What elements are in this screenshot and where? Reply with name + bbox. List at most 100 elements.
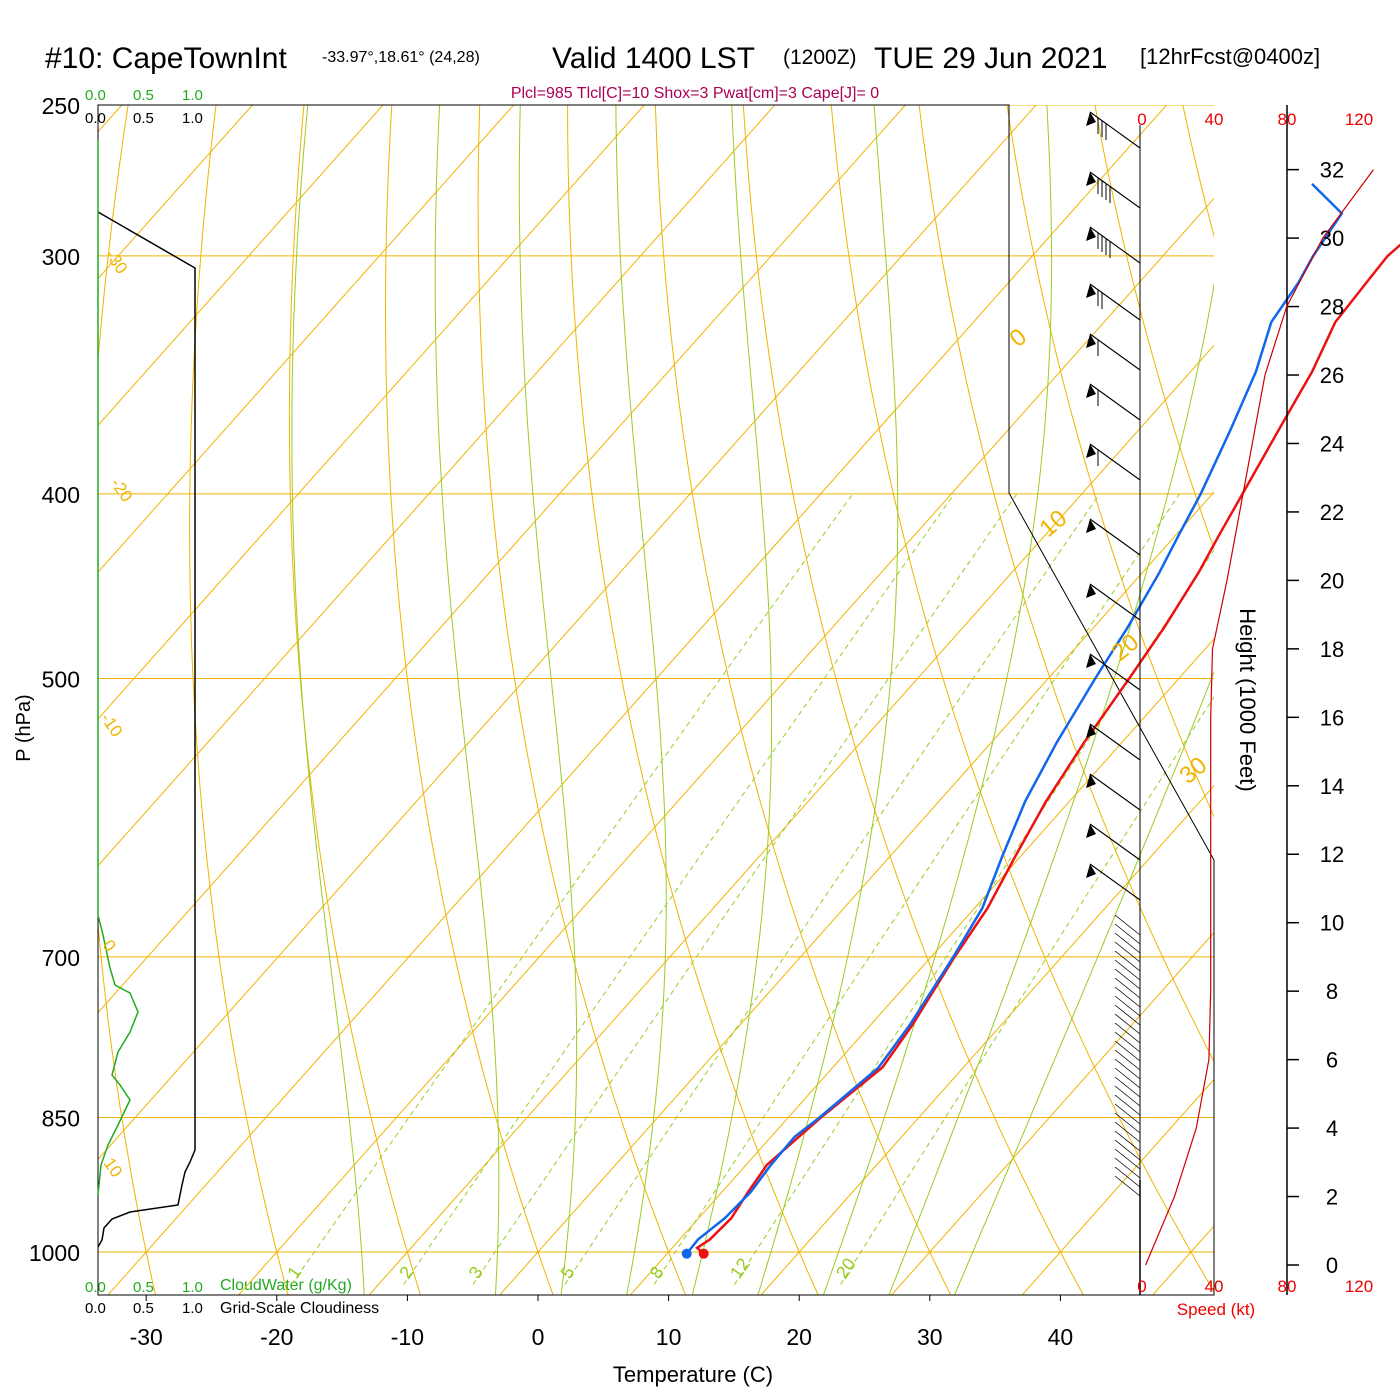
wind-barb-11 xyxy=(1086,773,1141,811)
wind-barb-low xyxy=(1114,1013,1141,1035)
cloud-scale-top-black-1: 0.5 xyxy=(133,110,154,127)
isotherm--40 xyxy=(98,105,1037,1161)
speed-axis-label: Speed (kt) xyxy=(1177,1300,1255,1319)
moist-adiabat--10 xyxy=(291,105,365,1295)
mixing-ratio-labels: 1 2 3 5 8 12 20 xyxy=(283,1254,860,1282)
isotherm-0 xyxy=(499,491,1214,1295)
isotherm-40 xyxy=(1021,1078,1214,1295)
isotherm--100 xyxy=(98,105,253,280)
wind-barb-13 xyxy=(1086,863,1141,901)
wind-barb-low xyxy=(1114,1139,1141,1161)
cloud-scale-top-green-2: 1.0 xyxy=(182,87,203,104)
speed-tick-top-40: 40 xyxy=(1205,110,1224,129)
isotherm--60 xyxy=(98,105,776,867)
wind-barb-low xyxy=(1114,1067,1141,1089)
moist-adiabat-20 xyxy=(757,105,899,1295)
moist-adiabat-15 xyxy=(691,105,773,1295)
dry-adiabat--30 xyxy=(98,105,156,1295)
dry-adiabat-30 xyxy=(654,105,952,1295)
height-tick-32: 32 xyxy=(1320,158,1344,183)
mixing-ratio-3 xyxy=(472,493,1018,1285)
wind-barb-low xyxy=(1114,950,1141,972)
wind-barb-low xyxy=(1114,914,1141,936)
p-tick-850: 850 xyxy=(42,1106,80,1132)
y-axis-label: P (hPa) xyxy=(13,694,35,761)
isotherm-50 xyxy=(1152,1225,1214,1295)
isotherm-10 xyxy=(629,638,1214,1295)
wind-barb-low xyxy=(1114,923,1141,945)
mixing-ratio-20 xyxy=(840,696,1214,1285)
dry-adiabat--10 xyxy=(288,105,422,1295)
mixing-ratio-1 xyxy=(291,493,854,1285)
x-tick--30: -30 xyxy=(130,1324,163,1350)
wind-barb-low xyxy=(1114,959,1141,981)
wind-barb-9 xyxy=(1086,653,1141,691)
wind-barbs xyxy=(1086,111,1141,1295)
p-tick-300: 300 xyxy=(42,244,80,270)
wind-barb-low xyxy=(1114,932,1141,954)
dry-adiabat-label-1: -20 xyxy=(107,474,137,505)
x-axis-label: Temperature (C) xyxy=(613,1362,773,1387)
p-tick-700: 700 xyxy=(42,945,80,971)
speed-axis-top: 0 40 80 120 xyxy=(1137,110,1373,129)
wind-barb-low xyxy=(1114,1031,1141,1053)
cloud-scale-top-black-2: 1.0 xyxy=(182,110,203,127)
wind-barb-low xyxy=(1114,1049,1141,1071)
height-tick-18: 18 xyxy=(1320,637,1344,662)
wind-barb-8 xyxy=(1086,583,1141,621)
cloud-scale-top-green-0: 0.0 xyxy=(85,87,106,104)
isotherm-30 xyxy=(890,931,1214,1295)
isotherm--20 xyxy=(237,197,1214,1295)
height-tick-26: 26 xyxy=(1320,363,1344,388)
dry-adiabat-90 xyxy=(1182,105,1214,239)
cloud-scale-top-black-0: 0.0 xyxy=(85,110,106,127)
height-tick-20: 20 xyxy=(1320,568,1344,593)
dry-adiabat-10 xyxy=(477,105,687,1295)
moist-adiabat-30 xyxy=(888,282,1214,1295)
cloudiness-profile xyxy=(97,211,196,1248)
pressure-axis: 250 300 400 500 700 850 1000 xyxy=(29,93,80,1266)
dry-adiabat--20 xyxy=(189,105,289,1295)
dry-adiabat-20 xyxy=(567,105,819,1295)
height-tick-22: 22 xyxy=(1320,500,1344,525)
wind-barb-low xyxy=(1114,1121,1141,1143)
wind-barb-low xyxy=(1114,1004,1141,1026)
height-tick-16: 16 xyxy=(1320,705,1344,730)
dry-adiabat-50 xyxy=(830,105,1214,1293)
plot-frame xyxy=(97,104,1215,1296)
dry-adiabat-80 xyxy=(1094,105,1214,550)
speed-tick-bottom-40: 40 xyxy=(1205,1277,1224,1296)
height-tick-14: 14 xyxy=(1320,774,1344,799)
cloud-scale-bottom-green-0: 0.0 xyxy=(85,1279,106,1296)
wind-barb-6 xyxy=(1086,443,1141,481)
cloud-scale-bottom-black-1: 0.5 xyxy=(133,1300,154,1317)
surface-dewpoint-point xyxy=(681,1248,692,1259)
speed-axis-bottom: 0 40 80 120 Speed (kt) xyxy=(1137,1277,1373,1319)
cloud-scale-bottom-green-2: 1.0 xyxy=(182,1279,203,1296)
x-tick-20: 20 xyxy=(786,1324,812,1350)
dry-adiabat-label-3: 0 xyxy=(99,936,120,955)
forecast-label: [12hrFcst@0400z] xyxy=(1140,44,1320,69)
station-coords: -33.97°,18.61° (24,28) xyxy=(322,49,480,66)
height-tick-24: 24 xyxy=(1320,431,1344,456)
p-tick-250: 250 xyxy=(42,93,80,119)
cloud-scale-top: 0.0 0.5 1.0 0.0 0.5 1.0 xyxy=(85,87,203,127)
x-tick-30: 30 xyxy=(917,1324,943,1350)
series-wind-speed-line xyxy=(1145,169,1374,1266)
mixing-ratio-2 xyxy=(403,493,955,1285)
p-tick-1000: 1000 xyxy=(29,1240,80,1266)
dry-adiabat-60 xyxy=(918,105,1214,1063)
cloud-scale-bottom-black-2: 1.0 xyxy=(182,1300,203,1317)
isotherm--90 xyxy=(98,105,384,427)
height-tick-0: 0 xyxy=(1326,1253,1338,1278)
wind-barb-0 xyxy=(1086,111,1141,149)
wind-barb-low xyxy=(1114,1130,1141,1152)
wind-barb-low xyxy=(1114,1148,1141,1170)
wind-barb-3 xyxy=(1086,283,1141,321)
mixing-ratio-label-5: 5 xyxy=(557,1263,579,1283)
moist-adiabat-35 xyxy=(953,670,1214,1295)
wind-barb-low xyxy=(1114,1103,1141,1125)
station-title: #10: CapeTownInt xyxy=(45,42,287,75)
